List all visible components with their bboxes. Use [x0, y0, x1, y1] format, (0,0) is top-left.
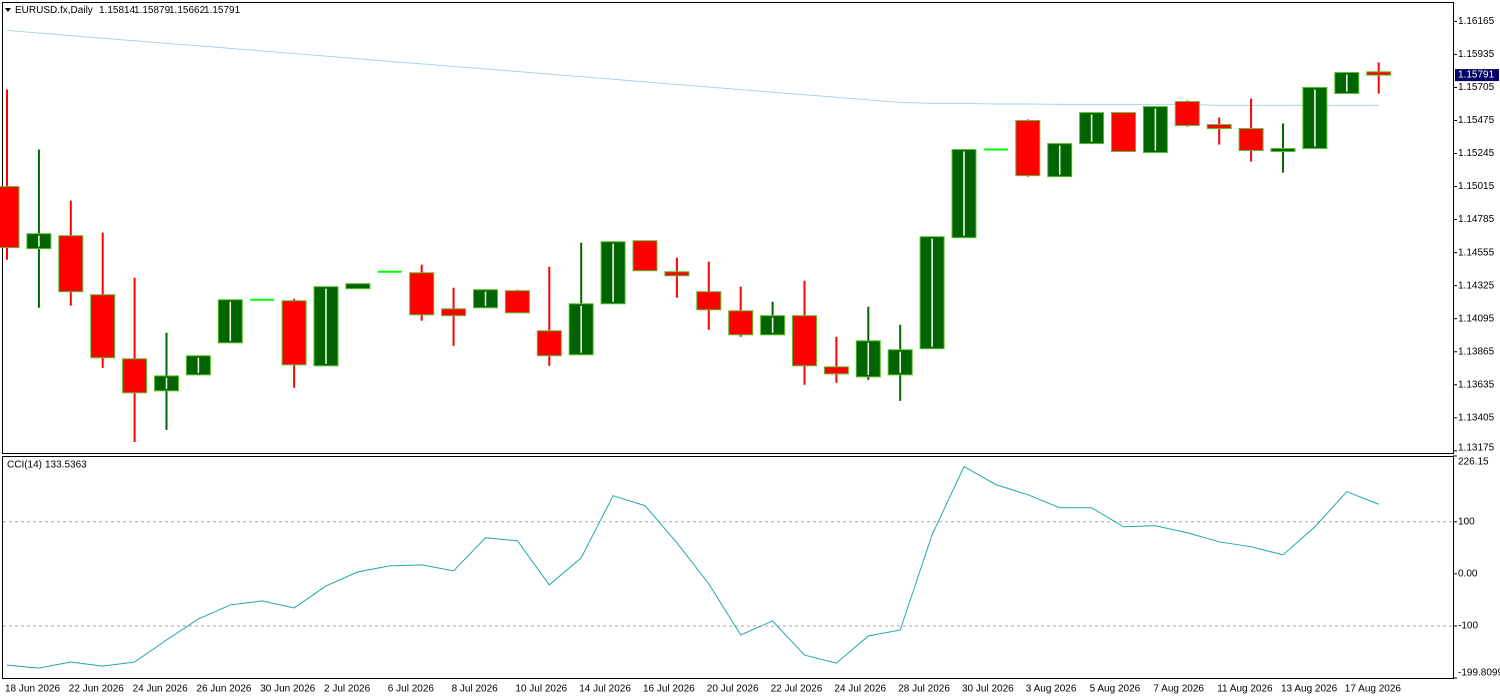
header-close: 1.15791 — [204, 5, 241, 16]
x-tick-label: 28 Jul 2026 — [898, 684, 950, 695]
bear-candle-body — [409, 272, 435, 316]
bear-candle-body — [504, 290, 530, 314]
bear-candle-body — [728, 310, 754, 336]
bear-candle-body — [664, 271, 690, 277]
x-tick-label: 22 Jul 2026 — [771, 684, 823, 695]
menu-triangle[interactable] — [5, 8, 11, 12]
header-high: 1.15879 — [134, 5, 171, 16]
indicator-panel-frame — [2, 456, 1454, 679]
cci-line — [6, 465, 1379, 669]
y-tick-label: 0.00 — [1458, 569, 1478, 580]
bull-candle-body — [1270, 148, 1296, 153]
y-tick-label: 1.13635 — [1458, 379, 1495, 390]
bear-candle-body — [122, 358, 148, 394]
y-tick-label: -100 — [1458, 621, 1478, 632]
y-tick-label: 1.14555 — [1458, 247, 1495, 258]
indicator-value: 133.5363 — [45, 460, 87, 471]
y-tick-label: 1.15475 — [1458, 115, 1495, 126]
x-tick-label: 7 Aug 2026 — [1153, 684, 1204, 695]
bear-candle-body — [1174, 101, 1200, 127]
x-tick-label: 20 Jul 2026 — [707, 684, 759, 695]
x-tick-label: 2 Jul 2026 — [324, 684, 371, 695]
bear-candle-body — [90, 294, 116, 359]
y-tick-label: 1.13175 — [1458, 443, 1495, 454]
bull-candle-body — [345, 283, 371, 290]
x-tick-label: 8 Jul 2026 — [452, 684, 499, 695]
price-tag-label: 1.15791 — [1458, 70, 1495, 81]
x-tick-label: 14 Jul 2026 — [579, 684, 631, 695]
bear-candle-body — [1111, 112, 1136, 153]
x-tick-label: 26 Jun 2026 — [196, 684, 251, 695]
bear-candle-body — [0, 186, 20, 249]
x-tick-label: 17 Aug 2026 — [1345, 684, 1402, 695]
main-panel-frame — [2, 2, 1454, 454]
bear-candle-body — [696, 291, 722, 311]
x-tick-label: 6 Jul 2026 — [388, 684, 435, 695]
price-tag — [1455, 69, 1499, 82]
x-tick-label: 13 Aug 2026 — [1281, 684, 1338, 695]
x-tick-label: 11 Aug 2026 — [1217, 684, 1273, 695]
x-tick-label: 24 Jun 2026 — [133, 684, 188, 695]
bear-candle-body — [281, 300, 307, 366]
bear-candle-body — [58, 235, 84, 293]
x-tick-label: 10 Jul 2026 — [515, 684, 567, 695]
bear-candle-body — [632, 240, 658, 272]
bear-candle-body — [1206, 124, 1232, 130]
header-low: 1.15662 — [169, 5, 206, 16]
y-tick-label: -199.8099 — [1458, 668, 1500, 679]
moving-average — [6, 29, 1379, 106]
y-tick-label: 1.14325 — [1458, 280, 1495, 291]
y-tick-label: 1.13865 — [1458, 346, 1495, 357]
y-tick-label: 1.13405 — [1458, 412, 1495, 423]
x-tick-label: 5 Aug 2026 — [1090, 684, 1141, 695]
symbol-title: EURUSD.fx,Daily — [15, 5, 93, 16]
header-open: 1.15814 — [99, 5, 136, 16]
y-tick-label: 226.15 — [1458, 457, 1489, 468]
bear-candle-body — [1015, 119, 1041, 177]
y-tick-label: 1.15705 — [1458, 82, 1495, 93]
y-tick-label: 1.15245 — [1458, 148, 1495, 159]
y-tick-label: 1.14785 — [1458, 214, 1495, 225]
y-tick-label: 100 — [1458, 516, 1475, 527]
bear-candle-body — [1366, 71, 1392, 76]
x-tick-label: 3 Aug 2026 — [1026, 684, 1077, 695]
x-tick-label: 16 Jul 2026 — [643, 684, 695, 695]
x-tick-label: 24 Jul 2026 — [834, 684, 886, 695]
y-tick-label: 1.16165 — [1458, 16, 1495, 27]
x-tick-label: 18 Jun 2026 — [5, 684, 60, 695]
y-tick-label: 1.15935 — [1458, 49, 1495, 60]
y-tick-label: 1.14095 — [1458, 313, 1495, 324]
bear-candle-body — [536, 330, 562, 357]
x-tick-label: 30 Jun 2026 — [260, 684, 315, 695]
bear-candle-body — [792, 315, 817, 367]
x-tick-label: 22 Jun 2026 — [69, 684, 124, 695]
y-tick-label: 1.15015 — [1458, 181, 1495, 192]
bear-candle-body — [823, 366, 849, 375]
bear-candle-body — [1238, 128, 1264, 152]
indicator-title: CCI(14) — [7, 460, 42, 471]
x-tick-label: 30 Jul 2026 — [962, 684, 1014, 695]
bear-candle-body — [441, 308, 467, 317]
